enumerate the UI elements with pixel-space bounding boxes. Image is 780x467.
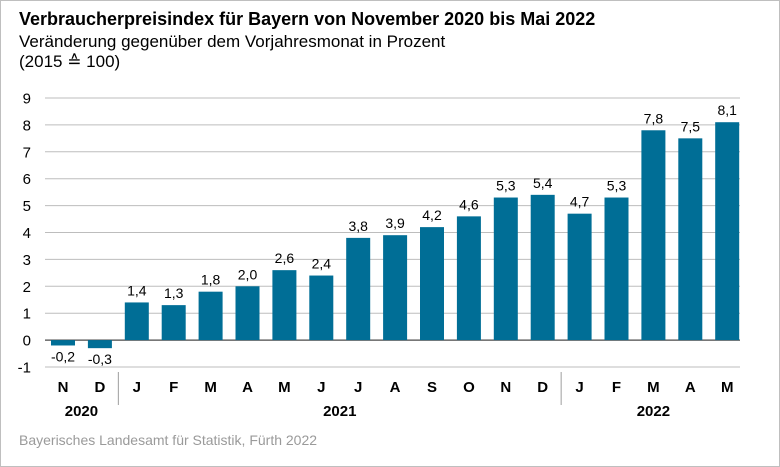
- y-tick-label: 1: [23, 306, 31, 323]
- bar: [420, 227, 444, 341]
- x-tick-label: S: [427, 379, 437, 396]
- bar: [678, 138, 703, 341]
- x-tick-label: D: [537, 379, 548, 396]
- y-tick-label: 3: [23, 252, 31, 269]
- y-tick-label: 5: [23, 198, 31, 215]
- bar: [530, 194, 555, 341]
- y-tick-label: 7: [23, 144, 31, 161]
- y-tick-label: 8: [23, 117, 31, 134]
- bar: [456, 216, 481, 341]
- year-label: 2020: [65, 403, 98, 420]
- y-axis-ticks: -1 0 1 2 3 4 5 6 7 8 9: [18, 91, 31, 377]
- value-label: -0,3: [88, 351, 112, 367]
- y-tick-label: -1: [18, 360, 31, 377]
- bar: [198, 291, 223, 341]
- y-tick-label: 4: [23, 225, 31, 242]
- y-tick-label: 2: [23, 279, 31, 296]
- year-label: 2022: [637, 403, 670, 420]
- bar: [493, 197, 518, 341]
- bar: [309, 275, 334, 341]
- value-label: 2,6: [275, 250, 295, 266]
- chart-title: Verbraucherpreisindex für Bayern von Nov…: [19, 9, 596, 29]
- x-tick-label: M: [278, 379, 291, 396]
- y-tick-label: 6: [23, 171, 31, 188]
- x-tick-label: N: [58, 379, 69, 396]
- bar: [641, 130, 666, 341]
- x-tick-label: D: [94, 379, 105, 396]
- value-label: 4,7: [570, 194, 590, 210]
- chart-basis-note: (2015 ≙ 100): [19, 52, 121, 71]
- value-label: 4,2: [422, 207, 442, 223]
- value-label: 3,8: [348, 218, 368, 234]
- bar: [567, 213, 592, 341]
- value-label: 5,3: [496, 178, 516, 194]
- y-tick-label: 0: [23, 333, 31, 350]
- value-label: 2,0: [238, 266, 258, 282]
- x-tick-label: M: [204, 379, 217, 396]
- x-tick-label: N: [500, 379, 511, 396]
- x-tick-label: J: [317, 379, 325, 396]
- bar: [87, 340, 112, 349]
- bar: [161, 305, 186, 341]
- x-tick-label: A: [685, 379, 696, 396]
- value-label: 4,6: [459, 196, 479, 212]
- bar: [604, 197, 629, 341]
- chart-subtitle: Veränderung gegenüber dem Vorjahresmonat…: [19, 32, 446, 51]
- year-label: 2021: [323, 403, 356, 420]
- value-label: 8,1: [717, 102, 737, 118]
- x-axis: N D J F M A M J J A S O N D J F M A M 2020 2021 2022: [58, 372, 734, 420]
- x-tick-label: J: [133, 379, 141, 396]
- value-labels: -0,2 -0,3 1,4 1,3 1,8 2,0 2,6 2,4 3,8 3,9 4,2 4,6 5,…: [51, 102, 737, 367]
- x-tick-label: F: [169, 379, 178, 396]
- bar: [51, 340, 75, 346]
- x-tick-label: O: [463, 379, 475, 396]
- bar: [346, 237, 371, 341]
- bar: [715, 122, 740, 341]
- x-tick-label: M: [647, 379, 660, 396]
- value-label: 7,5: [681, 118, 701, 134]
- bars: [51, 122, 740, 349]
- value-label: 7,8: [644, 110, 664, 126]
- bar: [235, 286, 260, 341]
- x-tick-label: M: [721, 379, 734, 396]
- y-tick-label: 9: [23, 91, 31, 108]
- value-label: 1,8: [201, 272, 221, 288]
- value-label: 5,4: [533, 175, 553, 191]
- x-tick-label: A: [242, 379, 253, 396]
- value-label: 3,9: [385, 215, 405, 231]
- value-label: 2,4: [312, 256, 332, 272]
- value-label: 5,3: [607, 178, 627, 194]
- x-tick-label: A: [390, 379, 401, 396]
- x-tick-label: F: [612, 379, 621, 396]
- value-label: -0,2: [51, 348, 75, 364]
- value-label: 1,4: [127, 282, 147, 298]
- value-label: 1,3: [164, 285, 184, 301]
- bar: [383, 235, 408, 341]
- x-tick-label: J: [354, 379, 362, 396]
- x-tick-label: J: [575, 379, 583, 396]
- bar: [272, 270, 297, 341]
- source-note: Bayerisches Landesamt für Statistik, Für…: [19, 432, 318, 448]
- bar: [124, 302, 149, 341]
